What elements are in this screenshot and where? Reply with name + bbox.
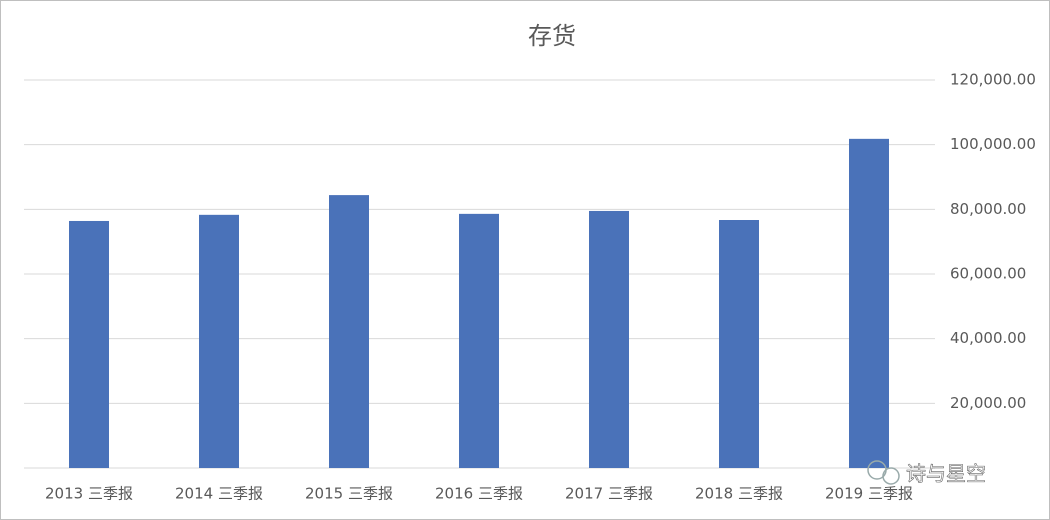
bar (329, 195, 369, 468)
y-tick-label: 60,000.00 (950, 265, 1026, 283)
bar (589, 210, 629, 468)
y-tick-label: 40,000.00 (950, 329, 1026, 347)
y-tick-label: 80,000.00 (950, 200, 1026, 218)
watermark-icon (882, 467, 900, 485)
x-tick-label: 2017 三季报 (565, 485, 653, 503)
chart-title: 存货 (528, 22, 576, 50)
x-tick-label: 2013 三季报 (45, 485, 133, 503)
x-tick-label: 2019 三季报 (825, 485, 913, 503)
bar (199, 214, 239, 468)
y-tick-label: 100,000.00 (950, 135, 1036, 153)
watermark: 诗与星空 (906, 462, 986, 486)
y-tick-label: 20,000.00 (950, 394, 1026, 412)
bar (719, 220, 759, 468)
watermark-group: 诗与星空 (867, 460, 986, 486)
y-tick-label: 120,000.00 (950, 71, 1036, 89)
bar (459, 213, 499, 468)
bar (849, 138, 889, 468)
bar (69, 220, 109, 468)
x-tick-label: 2018 三季报 (695, 485, 783, 503)
x-tick-label: 2016 三季报 (435, 485, 523, 503)
x-tick-label: 2015 三季报 (305, 485, 393, 503)
x-tick-label: 2014 三季报 (175, 485, 263, 503)
